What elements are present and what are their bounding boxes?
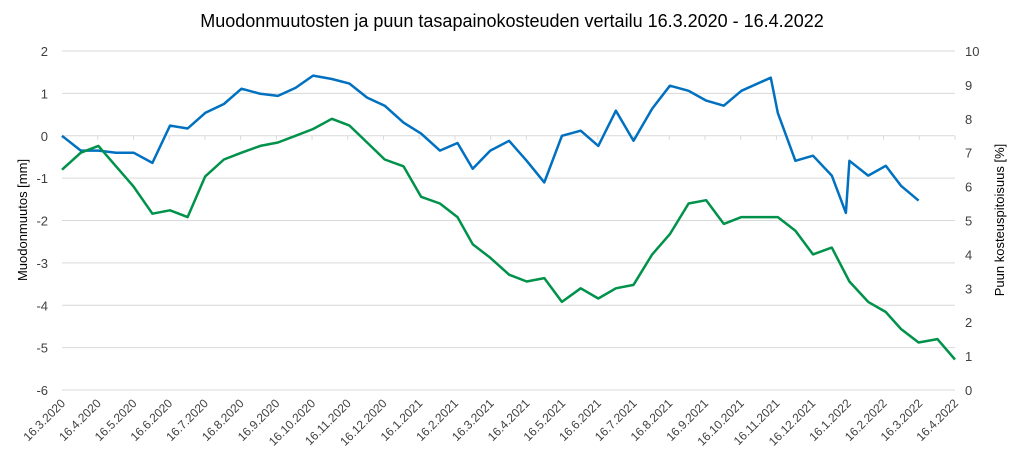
chart-title: Muodonmuutosten ja puun tasapainokosteud… [200, 11, 823, 31]
y-tick-label: 2 [41, 44, 48, 59]
y2-tick-label: 5 [965, 214, 972, 229]
y-tick-label: -2 [36, 214, 48, 229]
y2-tick-label: 2 [965, 315, 972, 330]
y-tick-label: -1 [36, 171, 48, 186]
y-tick-label: 0 [41, 129, 48, 144]
y2-tick-label: 1 [965, 349, 972, 364]
y2-tick-label: 6 [965, 180, 972, 195]
y2-tick-label: 8 [965, 112, 972, 127]
y2-tick-label: 10 [965, 44, 979, 59]
y2-tick-label: 9 [965, 78, 972, 93]
y-tick-label: -6 [36, 383, 48, 398]
y-axis-label: Muodonmuutos [mm] [15, 159, 30, 281]
y2-axis-label: Puun kosteuspitoisuus [%] [992, 144, 1007, 296]
series-line-1 [61, 117, 956, 361]
y2-tick-label: 7 [965, 146, 972, 161]
y-tick-label: -3 [36, 256, 48, 271]
y-tick-label: -4 [36, 298, 48, 313]
y-tick-label: -5 [36, 341, 48, 356]
y2-tick-label: 4 [965, 247, 972, 262]
y2-tick-label: 3 [965, 281, 972, 296]
y2-tick-label: 0 [965, 383, 972, 398]
y-tick-label: 1 [41, 86, 48, 101]
series-line-0 [61, 74, 920, 215]
